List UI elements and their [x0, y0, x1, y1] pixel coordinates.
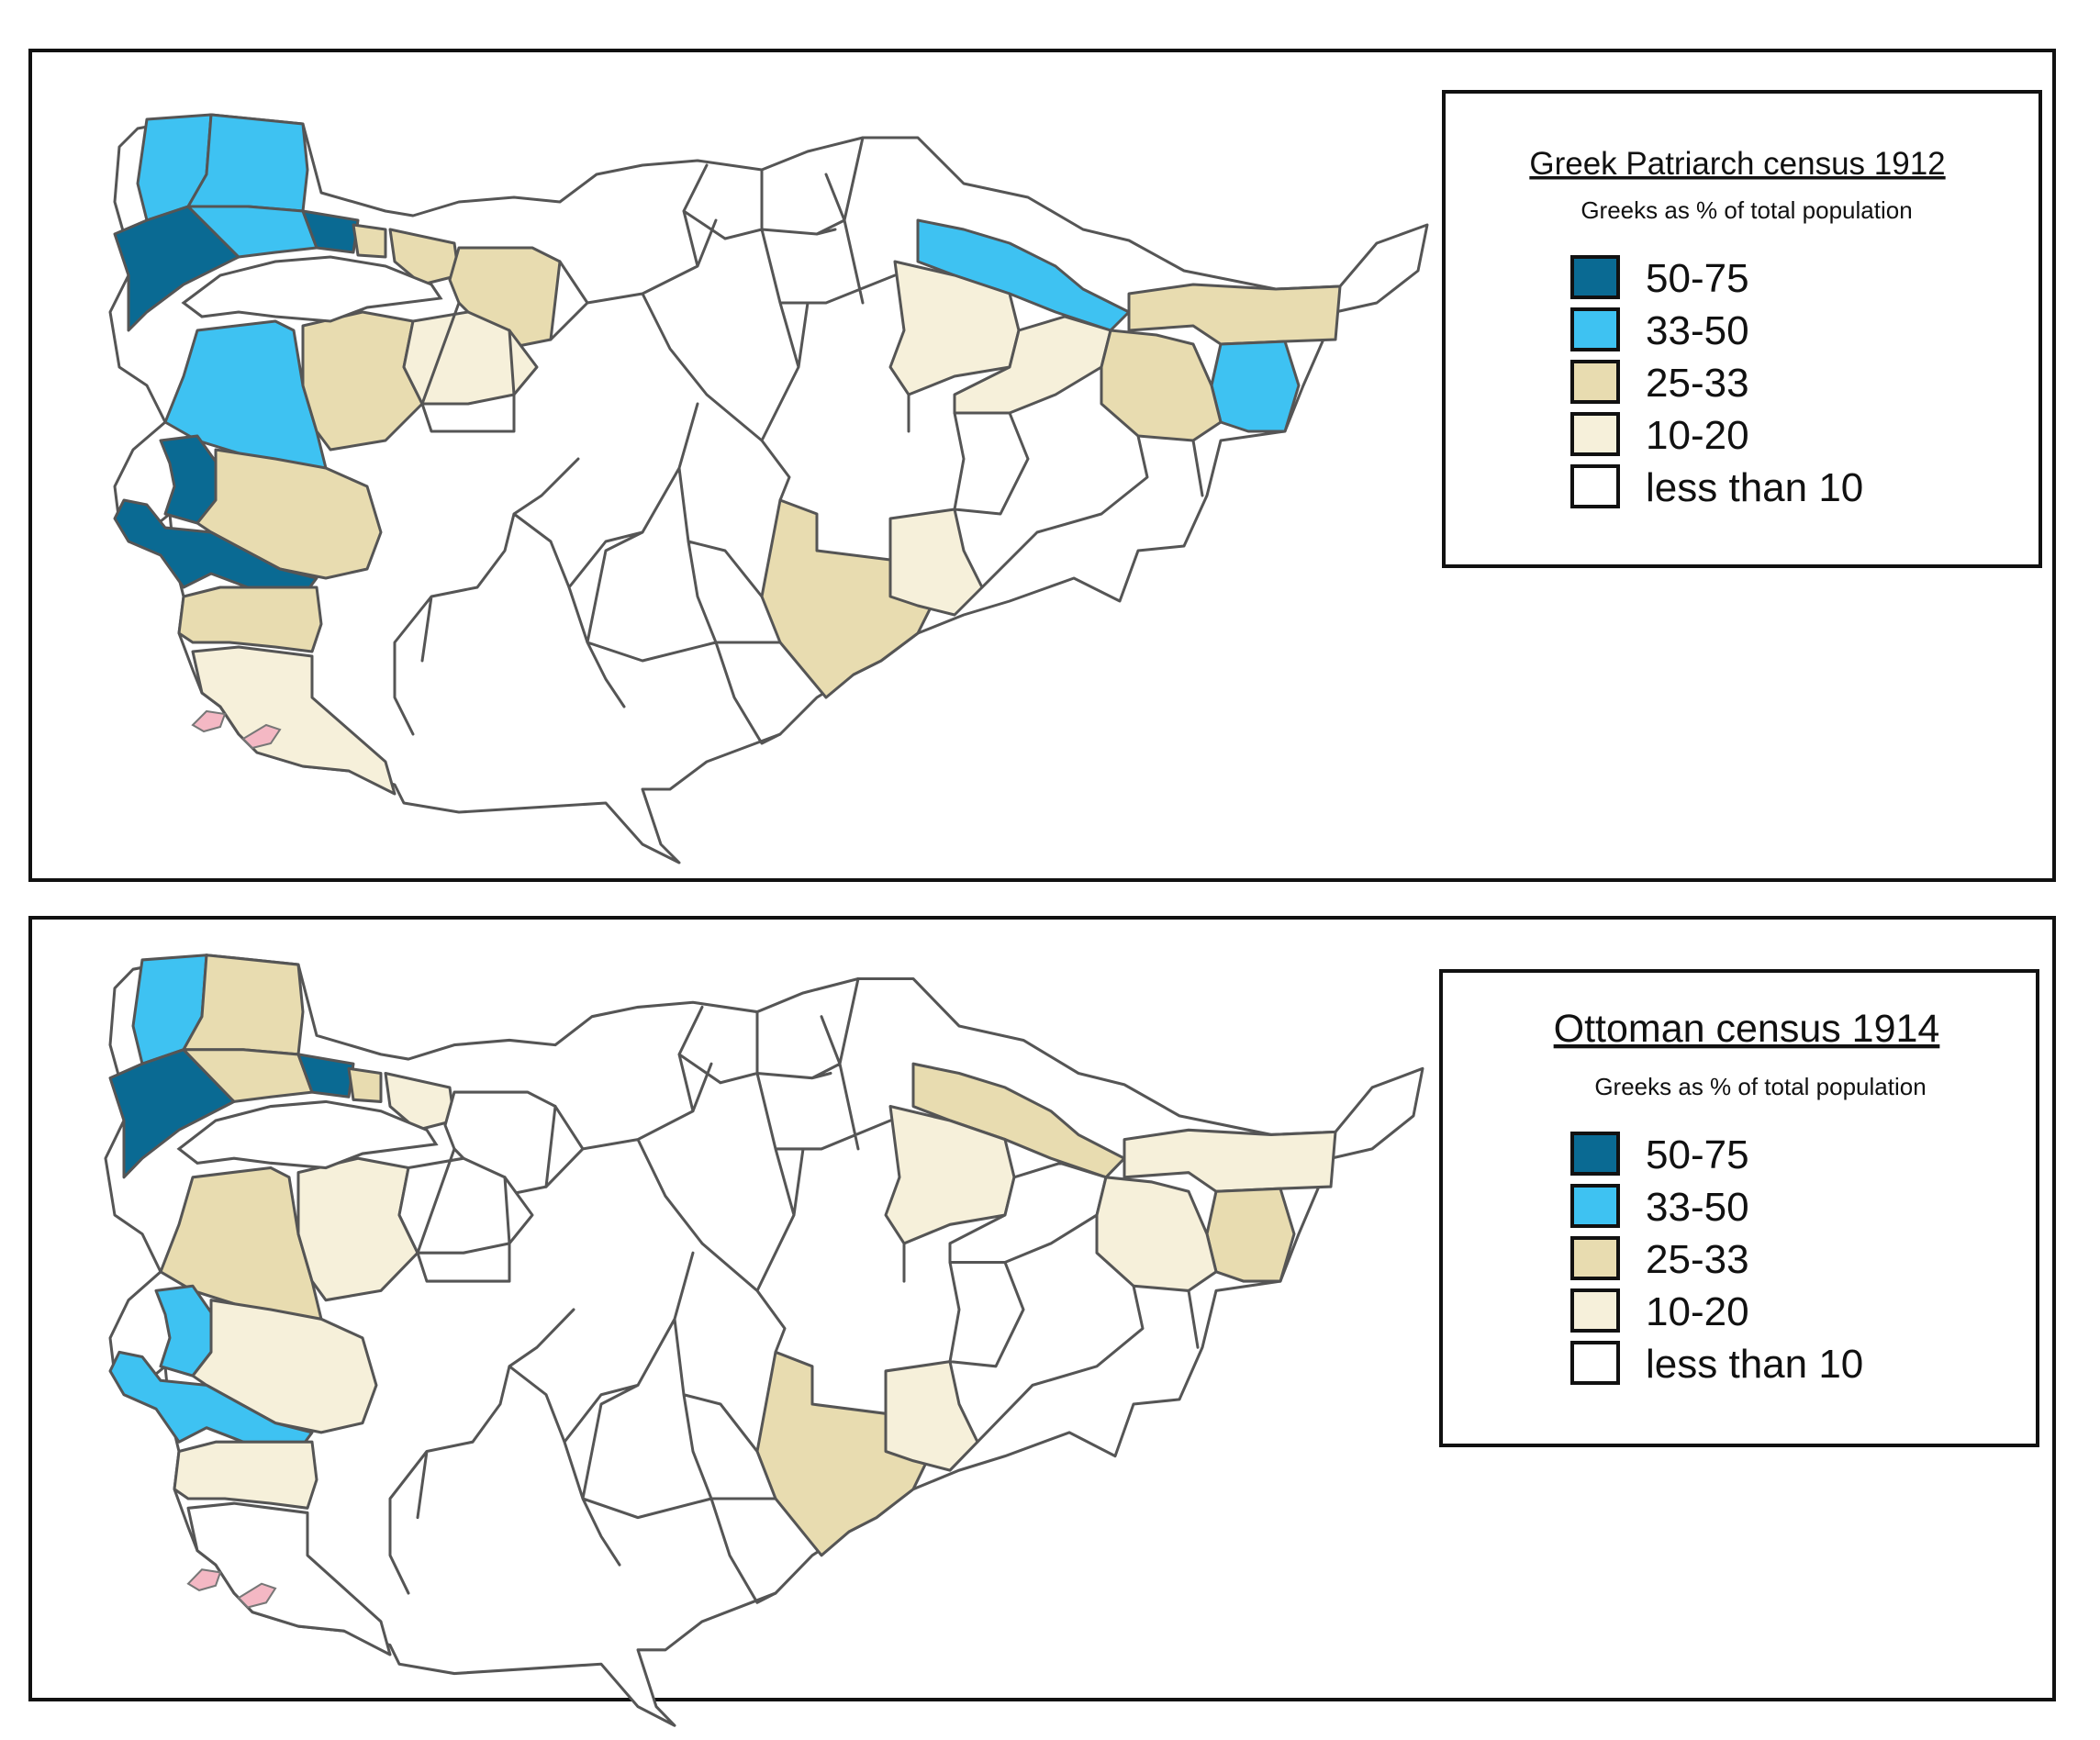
panel-1914: Ottoman census 1914 Greeks as % of total…: [28, 916, 2056, 1727]
legend-1912-box: [1442, 90, 2042, 568]
legend-label-25-33: 25-33: [1646, 1237, 1749, 1282]
legend-swatch-less-than-10: [1570, 1341, 1620, 1385]
region-manisa-0: [195, 448, 383, 580]
sea-of-marmara: [176, 1099, 439, 1170]
region-erzurum-w-1: [1095, 1176, 1218, 1292]
island-2: [241, 723, 282, 750]
region-ordu-0: [1127, 283, 1342, 346]
region-aydin-1: [173, 1440, 318, 1510]
region-tokat-0: [953, 315, 1112, 415]
panel-1914-frame: [28, 916, 2056, 1701]
panel-1912: Greek Patriarch census 1912 Greeks as % …: [28, 49, 2056, 882]
legend-swatch-50-75: [1570, 1132, 1620, 1176]
province-boundaries: [393, 136, 1204, 745]
legend-swatch-50-75: [1570, 255, 1620, 299]
region-bursa-1: [296, 1156, 419, 1302]
legend-swatch-33-50: [1570, 1184, 1620, 1228]
region-bursa-0: [301, 310, 424, 452]
region-trabzon-1: [1205, 1187, 1296, 1283]
panel-1912-frame: [28, 49, 2056, 882]
legend-1914-box: [1439, 969, 2039, 1447]
region-thrace-e-0: [186, 205, 318, 259]
legend-1914-items: 50-75 33-50 25-33 10-20 less than 10: [1570, 1132, 1863, 1387]
legend-1912-title: Greek Patriarch census 1912: [1529, 146, 1945, 182]
legend-1912-items: 50-75 33-50 25-33 10-20 less than 10: [1570, 255, 1863, 510]
region-bolu-0: [388, 228, 461, 286]
region-izmit-0: [352, 223, 387, 259]
map-1914: [104, 954, 1424, 1727]
region-istanbul-1: [296, 1053, 355, 1099]
region-maras-0: [888, 508, 984, 617]
legend-1912-subtitle: Greeks as % of total population: [1581, 196, 1912, 224]
region-biga-0: [448, 246, 562, 351]
region-aydin-0: [177, 586, 323, 653]
legend-1914: Ottoman census 1914 Greeks as % of total…: [1439, 969, 2039, 1447]
region-maras-1: [884, 1360, 979, 1472]
legend-label-33-50: 33-50: [1646, 1185, 1749, 1230]
region-thrace-s-1: [108, 1048, 236, 1179]
region-izmit-1: [347, 1066, 383, 1103]
region-thrace-s-0: [113, 205, 240, 332]
region-manisa-1: [191, 1299, 378, 1434]
legend-swatch-25-33: [1570, 360, 1620, 404]
legend-label-33-50: 33-50: [1646, 308, 1749, 353]
region-bolu-1: [384, 1071, 456, 1132]
island-1: [191, 709, 227, 733]
region-mugla-0: [191, 645, 397, 796]
legend-label-10-20: 10-20: [1646, 1289, 1749, 1334]
legend-1914-subtitle: Greeks as % of total population: [1594, 1073, 1926, 1100]
legend-label-50-75: 50-75: [1646, 256, 1749, 301]
region-ordu-1: [1123, 1128, 1337, 1193]
region-amasya-0: [888, 260, 1021, 396]
legend-label-25-33: 25-33: [1646, 361, 1749, 406]
island-1: [186, 1568, 222, 1592]
region-thrace-e-1: [182, 1048, 314, 1103]
legend-swatch-33-50: [1570, 307, 1620, 351]
island-2: [237, 1582, 277, 1609]
legend-swatch-25-33: [1570, 1236, 1620, 1280]
sea-of-marmara: [181, 255, 443, 323]
region-istanbul-0: [301, 209, 360, 254]
legend-swatch-10-20: [1570, 412, 1620, 456]
legend-1914-title: Ottoman census 1914: [1554, 1007, 1940, 1051]
legend-label-50-75: 50-75: [1646, 1132, 1749, 1177]
province-boundaries: [388, 976, 1200, 1604]
legend-label-less-than-10: less than 10: [1646, 465, 1863, 510]
region-biga-1: [443, 1090, 557, 1198]
region-amasya-1: [884, 1105, 1016, 1245]
legend-1912: Greek Patriarch census 1912 Greeks as % …: [1442, 90, 2042, 568]
region-mugla-1: [186, 1501, 392, 1656]
region-erzurum-w-0: [1100, 329, 1223, 442]
legend-label-10-20: 10-20: [1646, 413, 1749, 458]
legend-swatch-10-20: [1570, 1288, 1620, 1333]
map-1912: [108, 113, 1429, 864]
region-trabzon-0: [1210, 340, 1301, 433]
legend-label-less-than-10: less than 10: [1646, 1342, 1863, 1387]
region-tokat-1: [948, 1161, 1108, 1265]
legend-swatch-less-than-10: [1570, 464, 1620, 508]
